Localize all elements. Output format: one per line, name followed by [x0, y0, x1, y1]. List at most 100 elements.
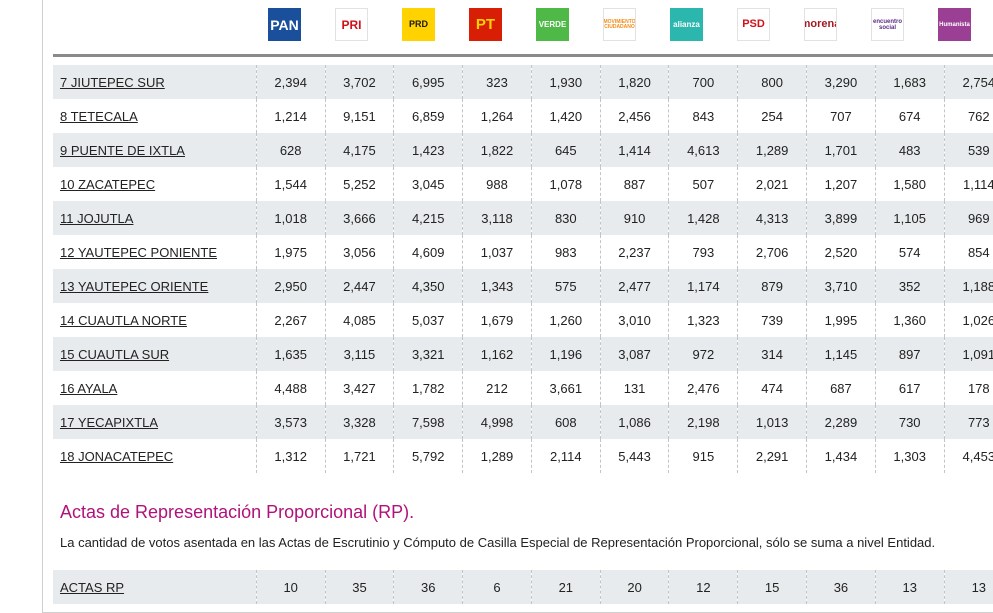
district-link[interactable]: 8 TETECALA	[60, 108, 138, 124]
vote-cell: 2,114	[530, 439, 601, 473]
rp-cell: 12	[668, 570, 738, 604]
district-link[interactable]: 14 CUAUTLA NORTE	[60, 312, 187, 328]
vote-cell: 2,754	[943, 65, 993, 99]
vote-cell: 1,078	[530, 167, 601, 201]
vote-cell: 2,950	[255, 269, 326, 303]
vote-cell: 575	[530, 269, 601, 303]
rp-cell: 13	[943, 570, 993, 604]
vote-cell: 4,313	[737, 201, 807, 235]
vote-cell: 617	[874, 371, 945, 405]
vote-cell: 131	[599, 371, 669, 405]
vote-cell: 5,443	[599, 439, 669, 473]
vote-cell: 1,086	[599, 405, 669, 439]
vote-cell: 1,312	[255, 439, 326, 473]
vote-cell: 687	[806, 371, 876, 405]
vote-cell: 3,661	[530, 371, 601, 405]
vote-cell: 1,174	[668, 269, 738, 303]
vote-cell: 972	[668, 337, 738, 371]
vote-cell: 507	[668, 167, 738, 201]
rp-cell: 10	[255, 570, 326, 604]
rp-row-link[interactable]: ACTAS RP	[60, 579, 125, 595]
vote-cell: 2,520	[806, 235, 876, 269]
vote-cell: 1,188	[943, 269, 993, 303]
party-logos-header: PAN PRI PRD PT VERDE MOVIMIENTO CIUDADANO alia…	[53, 0, 993, 56]
district-results-table: 7 JIUTEPEC SUR 2,394 3,702 6,995 323 1,930 1,8…	[53, 65, 993, 473]
rp-table: ACTAS RP 10 35 36 6 21 20 12 15 36 13 13	[53, 570, 993, 604]
vote-cell: 574	[874, 235, 945, 269]
district-link[interactable]: 16 AYALA	[60, 380, 118, 396]
district-link[interactable]: 17 YECAPIXTLA	[60, 414, 159, 430]
district-link[interactable]: 7 JIUTEPEC SUR	[60, 74, 165, 90]
vote-cell: 3,702	[324, 65, 394, 99]
vote-cell: 4,453	[943, 439, 993, 473]
vote-cell: 1,323	[668, 303, 738, 337]
vote-cell: 645	[530, 133, 601, 167]
vote-cell: 983	[530, 235, 601, 269]
vote-cell: 254	[737, 99, 807, 133]
vote-cell: 1,428	[668, 201, 738, 235]
vote-cell: 608	[530, 405, 601, 439]
vote-cell: 5,037	[393, 303, 463, 337]
vote-cell: 1,544	[255, 167, 326, 201]
vote-cell: 1,114	[943, 167, 993, 201]
vote-cell: 2,447	[324, 269, 394, 303]
district-link[interactable]: 11 JOJUTLA	[60, 210, 134, 226]
party-logo-alianza: alianza	[670, 8, 703, 41]
vote-cell: 3,899	[806, 201, 876, 235]
vote-cell: 762	[943, 99, 993, 133]
district-link[interactable]: 15 CUAUTLA SUR	[60, 346, 170, 362]
rp-cell: 35	[324, 570, 394, 604]
district-link[interactable]: 18 JONACATEPEC	[60, 448, 174, 464]
rp-cell: 36	[393, 570, 463, 604]
party-logo-pt: PT	[469, 8, 502, 41]
vote-cell: 2,477	[599, 269, 669, 303]
vote-cell: 2,456	[599, 99, 669, 133]
vote-cell: 1,635	[255, 337, 326, 371]
district-link[interactable]: 9 PUENTE DE IXTLA	[60, 142, 185, 158]
vote-cell: 4,350	[393, 269, 463, 303]
vote-cell: 3,087	[599, 337, 669, 371]
vote-cell: 887	[599, 167, 669, 201]
party-logo-humanista: Humanista	[938, 8, 971, 41]
vote-cell: 1,822	[462, 133, 532, 167]
vote-cell: 5,792	[393, 439, 463, 473]
rp-section-title: Actas de Representación Proporcional (RP…	[60, 502, 415, 522]
vote-cell: 4,488	[255, 371, 326, 405]
vote-cell: 4,998	[462, 405, 532, 439]
table-row: 13 YAUTEPEC ORIENTE 2,950 2,447 4,350 1,343 5…	[53, 269, 993, 303]
district-link[interactable]: 10 ZACATEPEC	[60, 176, 156, 192]
district-link[interactable]: 12 YAUTEPEC PONIENTE	[60, 244, 218, 260]
rp-cell: 15	[737, 570, 807, 604]
party-logo-psd: PSD	[737, 8, 770, 41]
vote-cell: 1,414	[599, 133, 669, 167]
vote-cell: 3,045	[393, 167, 463, 201]
vote-cell: 1,782	[393, 371, 463, 405]
vote-cell: 4,609	[393, 235, 463, 269]
table-row: 9 PUENTE DE IXTLA 628 4,175 1,423 1,822 645 1,…	[53, 133, 993, 167]
vote-cell: 1,679	[462, 303, 532, 337]
vote-cell: 3,666	[324, 201, 394, 235]
party-logo-encuentro-social: encuentro social	[871, 8, 904, 41]
table-row: 14 CUAUTLA NORTE 2,267 4,085 5,037 1,679 1,26…	[53, 303, 993, 337]
district-link[interactable]: 13 YAUTEPEC ORIENTE	[60, 278, 209, 294]
party-logo-verde: VERDE	[536, 8, 569, 41]
vote-cell: 212	[462, 371, 532, 405]
vote-cell: 1,343	[462, 269, 532, 303]
vote-cell: 2,021	[737, 167, 807, 201]
vote-cell: 2,291	[737, 439, 807, 473]
vote-cell: 1,423	[393, 133, 463, 167]
table-row: 15 CUAUTLA SUR 1,635 3,115 3,321 1,162 1,196 3…	[53, 337, 993, 371]
vote-cell: 674	[874, 99, 945, 133]
table-row: 8 TETECALA 1,214 9,151 6,859 1,264 1,420 2,456…	[53, 99, 993, 133]
vote-cell: 1,264	[462, 99, 532, 133]
vote-cell: 915	[668, 439, 738, 473]
rp-section-description: La cantidad de votos asentada en las Act…	[60, 535, 936, 550]
party-logo-movimiento-ciudadano: MOVIMIENTO CIUDADANO	[603, 8, 636, 41]
table-row: 17 YECAPIXTLA 3,573 3,328 7,598 4,998 608 1,08…	[53, 405, 993, 439]
vote-cell: 9,151	[324, 99, 394, 133]
vote-cell: 3,056	[324, 235, 394, 269]
vote-cell: 2,476	[668, 371, 738, 405]
vote-cell: 314	[737, 337, 807, 371]
rp-cell: 6	[462, 570, 532, 604]
rp-cell: 36	[806, 570, 876, 604]
